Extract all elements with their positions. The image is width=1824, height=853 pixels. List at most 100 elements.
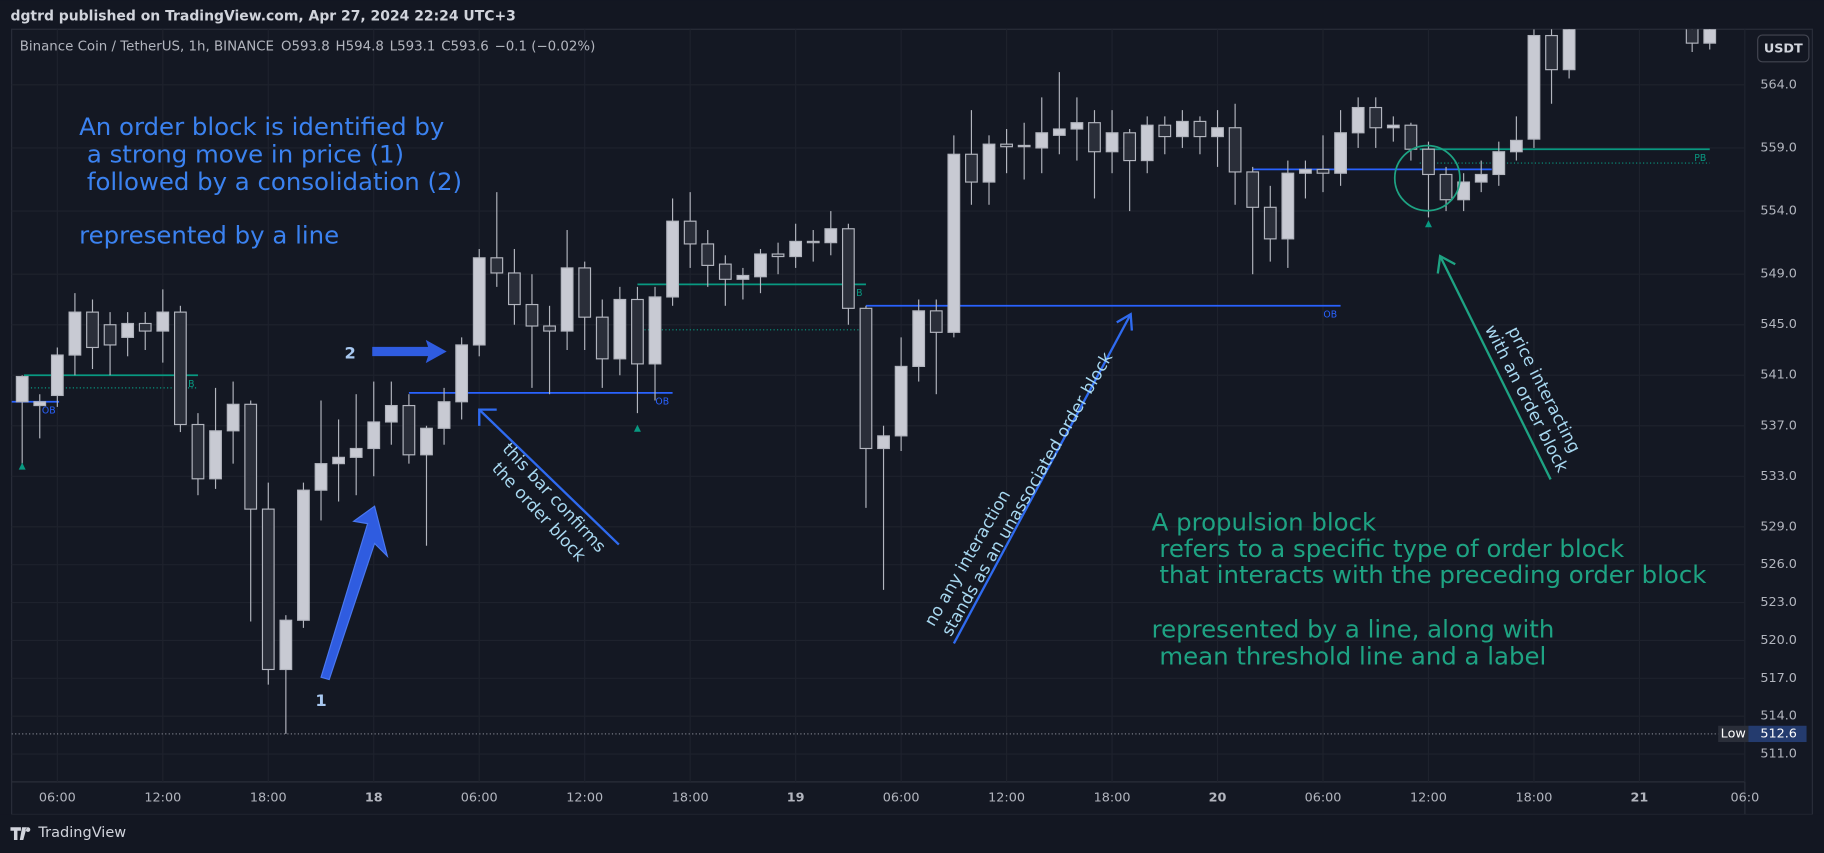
candle-body xyxy=(33,401,47,407)
candle-body xyxy=(1175,120,1189,138)
candle-body xyxy=(1070,122,1084,130)
y-tick-label: 511.0 xyxy=(1760,747,1797,762)
symbol: Binance Coin / TetherUS, 1h, BINANCE xyxy=(20,40,274,55)
candle-body xyxy=(841,228,855,309)
y-tick-label: 520.0 xyxy=(1760,633,1797,648)
candle-body xyxy=(736,274,750,280)
candle-body xyxy=(1035,132,1049,149)
level-label: OB xyxy=(1323,310,1337,321)
arrow-strong-move xyxy=(320,505,389,681)
candle-body xyxy=(455,344,469,403)
candle-body xyxy=(1052,128,1066,136)
x-tick-label: 12:00 xyxy=(988,791,1025,806)
candle-body xyxy=(1193,120,1207,138)
annotation-line: A propulsion block xyxy=(1152,508,1377,537)
candle-body xyxy=(1105,132,1119,153)
candle-body xyxy=(1545,34,1558,71)
candle-body xyxy=(1316,168,1330,174)
candle-body xyxy=(490,257,504,274)
candle-body xyxy=(1211,127,1224,138)
annotation-line: refers to a specific type of order block xyxy=(1152,534,1625,563)
candle-body xyxy=(912,310,926,367)
candle-body xyxy=(701,243,715,266)
candle-body xyxy=(1492,151,1506,176)
candle-body xyxy=(173,311,187,426)
y-tick-label: 529.0 xyxy=(1760,519,1797,534)
candle-body xyxy=(1439,173,1453,201)
logo-mark xyxy=(10,827,31,841)
low-value-box xyxy=(1748,725,1807,743)
chart-frame xyxy=(11,28,1813,816)
candle-body xyxy=(631,298,644,365)
candle-body xyxy=(244,403,258,510)
candle-body xyxy=(261,508,275,671)
annotation: represented by a line, along with mean t… xyxy=(1152,615,1555,671)
annotation: An order block is identified by a strong… xyxy=(79,112,462,196)
candle-body xyxy=(894,365,908,437)
annotation-line: that interacts with the preceding order … xyxy=(1152,560,1708,589)
candle-body xyxy=(1404,124,1418,150)
level-label: OB xyxy=(42,406,56,417)
candles xyxy=(15,29,1717,734)
low-label-box xyxy=(1718,725,1749,743)
candle-body xyxy=(332,456,345,465)
candle-body xyxy=(1281,172,1295,240)
candle-body xyxy=(1474,173,1488,183)
candle-body xyxy=(156,311,170,332)
candle-body xyxy=(1000,143,1013,148)
x-tick-label: 06:00 xyxy=(39,791,76,806)
candle-body xyxy=(613,298,627,360)
candle-body xyxy=(1246,171,1260,208)
candle-body xyxy=(121,322,135,338)
y-tick-label: 514.0 xyxy=(1760,709,1797,724)
candle-body xyxy=(50,354,64,397)
candle-body xyxy=(789,240,803,258)
candle-body xyxy=(666,220,679,298)
candle-body xyxy=(683,220,697,245)
ohlc-value: −0.1 (−0.02%) xyxy=(495,40,596,55)
x-tick-label: 12:00 xyxy=(1410,791,1447,806)
candle-body xyxy=(1509,139,1523,153)
arrow-confirm xyxy=(478,408,620,546)
annotation: represented by a line xyxy=(79,220,339,249)
candle-body xyxy=(1123,132,1137,162)
candle-body xyxy=(1351,106,1365,134)
annotation-line: 2 xyxy=(344,343,355,362)
annotation-line: An order block is identified by xyxy=(79,112,444,141)
y-tick-label: 517.0 xyxy=(1760,671,1797,686)
axes: 564.0 559.0 554.0 549.0 545.0 541.0 537.0 533.0… xyxy=(39,77,1807,806)
annotation: 1 xyxy=(315,691,326,710)
published-line: dgtrd published on TradingView.com, Apr … xyxy=(10,8,515,24)
candle-body xyxy=(437,401,451,429)
annotation-line: a strong move in price (1) xyxy=(79,139,404,168)
footer-bar xyxy=(0,814,1824,853)
y-tick-label: 526.0 xyxy=(1760,557,1797,572)
x-tick-label: 06:00 xyxy=(1305,791,1342,806)
y-tick-label: 541.0 xyxy=(1760,368,1797,383)
annotation: 2 xyxy=(344,343,355,362)
x-tick-label: 18 xyxy=(365,791,383,806)
candle-body xyxy=(367,421,381,450)
signal-marker xyxy=(1424,220,1432,228)
candle-body xyxy=(543,325,556,332)
x-tick-label: 12:00 xyxy=(566,791,603,806)
x-tick-label: 12:00 xyxy=(144,791,181,806)
candle-body xyxy=(947,153,961,333)
y-tick-label: 559.0 xyxy=(1760,140,1797,155)
candle-body xyxy=(578,267,592,318)
candle-body xyxy=(718,263,732,280)
candle-body xyxy=(1158,124,1172,138)
candle-body xyxy=(648,296,662,365)
y-tick-label: 549.0 xyxy=(1760,267,1797,282)
candle-body xyxy=(86,311,99,349)
candle-body xyxy=(1422,148,1435,176)
ohlc-value: C593.6 xyxy=(441,40,489,55)
level-label: B xyxy=(188,379,194,390)
candle-body xyxy=(595,316,609,360)
candle-body xyxy=(1334,132,1347,174)
y-tick-label: 554.0 xyxy=(1760,204,1797,219)
signal-marker xyxy=(633,424,641,432)
candle-body xyxy=(1017,144,1031,148)
y-tick-label: 537.0 xyxy=(1760,418,1797,433)
